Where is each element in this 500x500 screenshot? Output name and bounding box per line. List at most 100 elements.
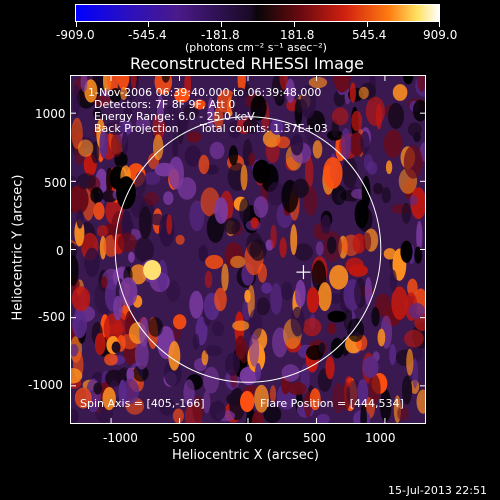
image-blob xyxy=(257,263,267,283)
image-blob xyxy=(84,247,100,277)
image-blob xyxy=(214,197,229,224)
image-blob xyxy=(72,84,80,117)
image-blob xyxy=(90,187,104,204)
image-blob xyxy=(115,368,129,385)
image-blob xyxy=(401,375,413,405)
image-blob xyxy=(226,393,242,405)
image-blob xyxy=(70,368,83,384)
image-blob xyxy=(80,75,88,93)
detectors-text: Detectors: 7F 8F 9F, Att 0 xyxy=(94,98,236,111)
y-axis-label: Heliocentric Y (arcsec) xyxy=(10,174,26,321)
image-blob xyxy=(332,382,345,414)
image-blob xyxy=(364,277,372,306)
image-blob xyxy=(209,400,226,421)
image-blob xyxy=(417,75,426,92)
image-blob xyxy=(72,310,87,339)
image-blob xyxy=(269,385,277,403)
image-blob xyxy=(121,131,129,155)
image-blob xyxy=(198,245,208,262)
colorbar-tick xyxy=(221,22,222,27)
image-blob xyxy=(345,257,364,274)
image-blob xyxy=(281,364,300,382)
image-blob xyxy=(126,367,135,382)
image-blob xyxy=(198,154,210,175)
image-blob xyxy=(349,132,365,157)
image-blob xyxy=(388,102,404,129)
image-blob xyxy=(230,255,246,268)
image-blob xyxy=(70,185,89,214)
image-blob xyxy=(349,82,356,103)
image-blob xyxy=(351,188,365,199)
colorbar-tick-label: 181.8 xyxy=(280,28,315,42)
image-blob xyxy=(389,343,397,366)
image-blob xyxy=(100,276,108,289)
image-blob xyxy=(214,287,227,312)
image-blob xyxy=(248,309,263,340)
image-blob xyxy=(99,129,108,159)
energy-range-text: Energy Range: 6.0 - 25.0 keV xyxy=(94,110,255,123)
image-blob xyxy=(209,141,225,160)
image-blob xyxy=(117,232,137,252)
image-blob xyxy=(225,352,240,377)
solar-limb-circle xyxy=(114,116,382,383)
y-tick-label: -500 xyxy=(38,310,66,324)
image-blob xyxy=(381,187,391,204)
image-blob xyxy=(354,278,367,309)
image-blob xyxy=(287,382,307,395)
y-tick-label: 500 xyxy=(44,176,67,190)
image-blob xyxy=(371,306,380,327)
image-blob xyxy=(279,75,288,90)
bright-source xyxy=(143,259,162,280)
image-blob xyxy=(281,281,293,301)
image-blob xyxy=(189,200,205,232)
image-blob xyxy=(223,217,241,235)
image-blob xyxy=(212,321,225,337)
image-blob xyxy=(361,175,371,209)
image-blob xyxy=(392,84,408,101)
image-blob xyxy=(168,341,181,371)
image-blob xyxy=(113,295,123,321)
image-blob xyxy=(270,118,284,135)
image-blob xyxy=(305,156,314,190)
image-blob xyxy=(285,78,295,104)
image-blob xyxy=(119,277,138,307)
image-blob xyxy=(240,164,248,191)
image-blob xyxy=(192,395,204,423)
image-blob xyxy=(318,342,326,354)
image-blob xyxy=(412,358,419,389)
method-text: Back Projection xyxy=(94,122,179,135)
image-blob xyxy=(416,220,423,252)
image-blob xyxy=(93,202,105,220)
image-blob xyxy=(246,232,263,258)
image-blob xyxy=(389,269,397,292)
colorbar-tick-label: -909.0 xyxy=(56,28,95,42)
image-blob xyxy=(373,182,383,195)
image-blob xyxy=(312,140,323,159)
image-blob xyxy=(358,86,369,100)
image-blob xyxy=(134,339,149,370)
image-blob xyxy=(70,408,79,424)
image-blob xyxy=(400,240,413,263)
colorbar-tick xyxy=(148,22,149,27)
image-blob xyxy=(117,75,130,90)
image-blob xyxy=(70,242,77,260)
image-blob xyxy=(143,191,159,206)
image-blob xyxy=(340,127,352,160)
image-blob xyxy=(71,117,83,150)
image-blob xyxy=(84,79,98,103)
image-blob xyxy=(365,96,385,126)
image-blob xyxy=(255,363,262,381)
image-blob xyxy=(129,264,147,285)
image-blob xyxy=(329,265,349,290)
image-blob xyxy=(409,195,418,206)
image-blob xyxy=(254,384,269,413)
image-blob xyxy=(186,131,202,143)
image-blob xyxy=(177,110,189,133)
image-blob xyxy=(174,87,190,103)
image-blob xyxy=(363,232,372,251)
image-blob xyxy=(252,159,271,184)
image-blob xyxy=(168,156,184,190)
image-blob xyxy=(326,322,337,335)
image-blob xyxy=(161,75,170,83)
image-blob xyxy=(309,388,321,411)
